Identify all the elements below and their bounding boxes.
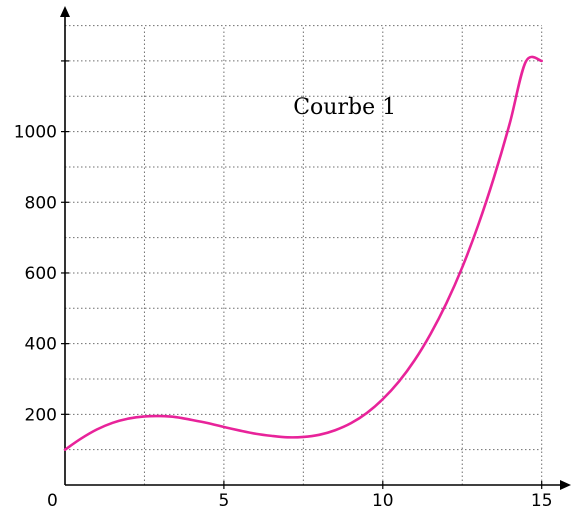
y-tick-label: 200 — [25, 405, 57, 425]
x-axis-arrow-icon — [560, 480, 571, 490]
y-tick-label: 800 — [25, 193, 57, 213]
ticks: 200 400 600 800 1000 5 10 15 — [14, 60, 553, 511]
x-tick-label: 15 — [531, 491, 553, 511]
axes — [60, 6, 571, 490]
x-tick-label: 10 — [372, 491, 394, 511]
y-tick-label: 600 — [25, 264, 57, 284]
origin-label: 0 — [47, 491, 58, 511]
series-line — [63, 55, 543, 451]
y-tick-label: 400 — [25, 335, 57, 355]
y-axis-arrow-icon — [60, 6, 70, 17]
grid — [65, 25, 543, 485]
series-group — [63, 55, 543, 451]
x-tick-label: 5 — [218, 491, 229, 511]
y-tick-label: 1000 — [14, 123, 57, 143]
curve-label: Courbe 1 — [293, 95, 396, 120]
annotations: Courbe 1 — [293, 95, 396, 120]
